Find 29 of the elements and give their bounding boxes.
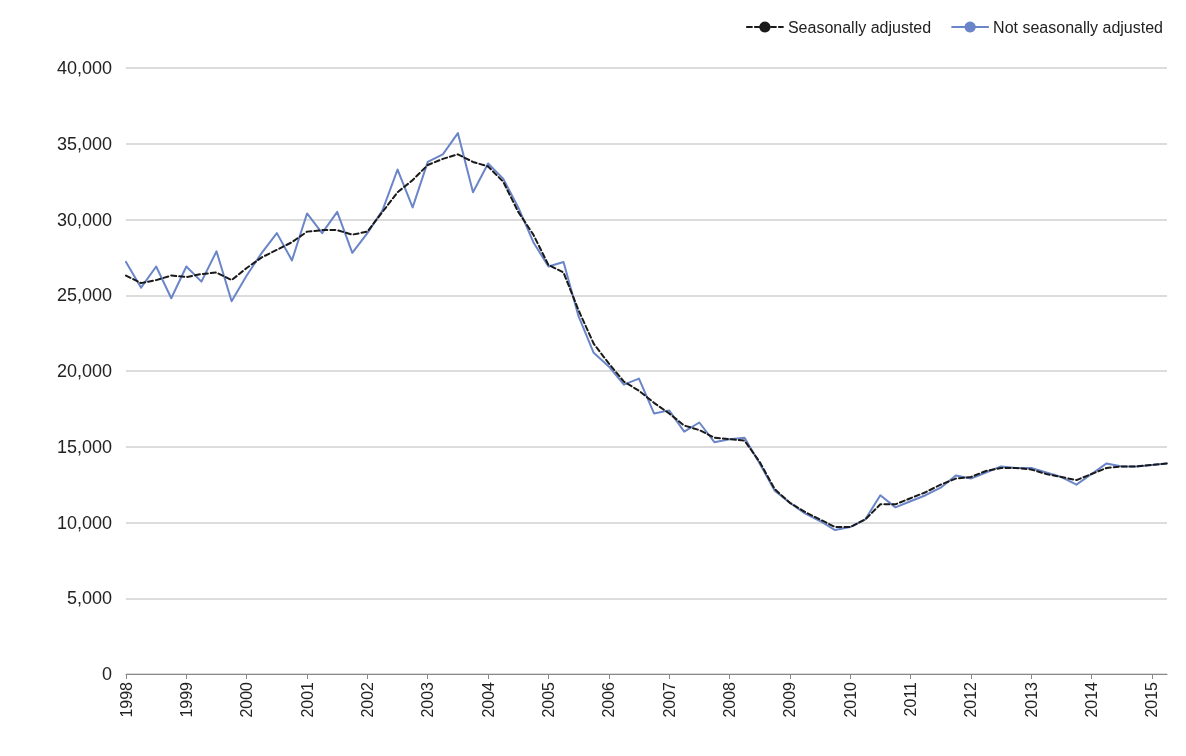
x-tick-label: 2007 bbox=[660, 681, 678, 718]
x-tick-label: 2008 bbox=[720, 681, 738, 718]
x-tick-label: 2015 bbox=[1143, 681, 1161, 718]
y-tick-label: 30,000 bbox=[56, 209, 112, 230]
y-tick-label: 25,000 bbox=[56, 285, 112, 306]
y-tick-label: 35,000 bbox=[56, 133, 112, 154]
x-tick-label: 2013 bbox=[1022, 681, 1040, 718]
x-tick-label: 2001 bbox=[298, 681, 316, 718]
y-tick-label: 5,000 bbox=[66, 588, 112, 609]
x-tick-label: 2003 bbox=[419, 681, 437, 718]
x-tick-label: 2004 bbox=[479, 681, 497, 718]
x-tick-label: 2000 bbox=[238, 681, 256, 718]
x-tick-label: 2014 bbox=[1083, 681, 1101, 718]
y-tick-label: 20,000 bbox=[56, 361, 112, 381]
x-tick-label: 2009 bbox=[781, 681, 799, 718]
y-tick-label: 15,000 bbox=[56, 436, 112, 457]
x-tick-label: 1999 bbox=[177, 681, 195, 718]
legend-label: Seasonally adjusted bbox=[787, 18, 932, 36]
y-tick-label: 10,000 bbox=[56, 512, 112, 533]
y-tick-label: 40,000 bbox=[56, 58, 112, 78]
x-tick-label: 2011 bbox=[902, 681, 920, 717]
x-tick-label: 2005 bbox=[539, 681, 557, 718]
x-tick-label: 2006 bbox=[600, 681, 618, 718]
x-tick-label: 2002 bbox=[358, 681, 376, 718]
x-tick-label: 2010 bbox=[841, 681, 859, 718]
x-tick-label: 1998 bbox=[117, 681, 135, 718]
y-tick-label: 0 bbox=[101, 664, 112, 684]
x-tick-label: 2012 bbox=[962, 681, 980, 718]
legend-label: Not seasonally adjusted bbox=[993, 18, 1164, 36]
